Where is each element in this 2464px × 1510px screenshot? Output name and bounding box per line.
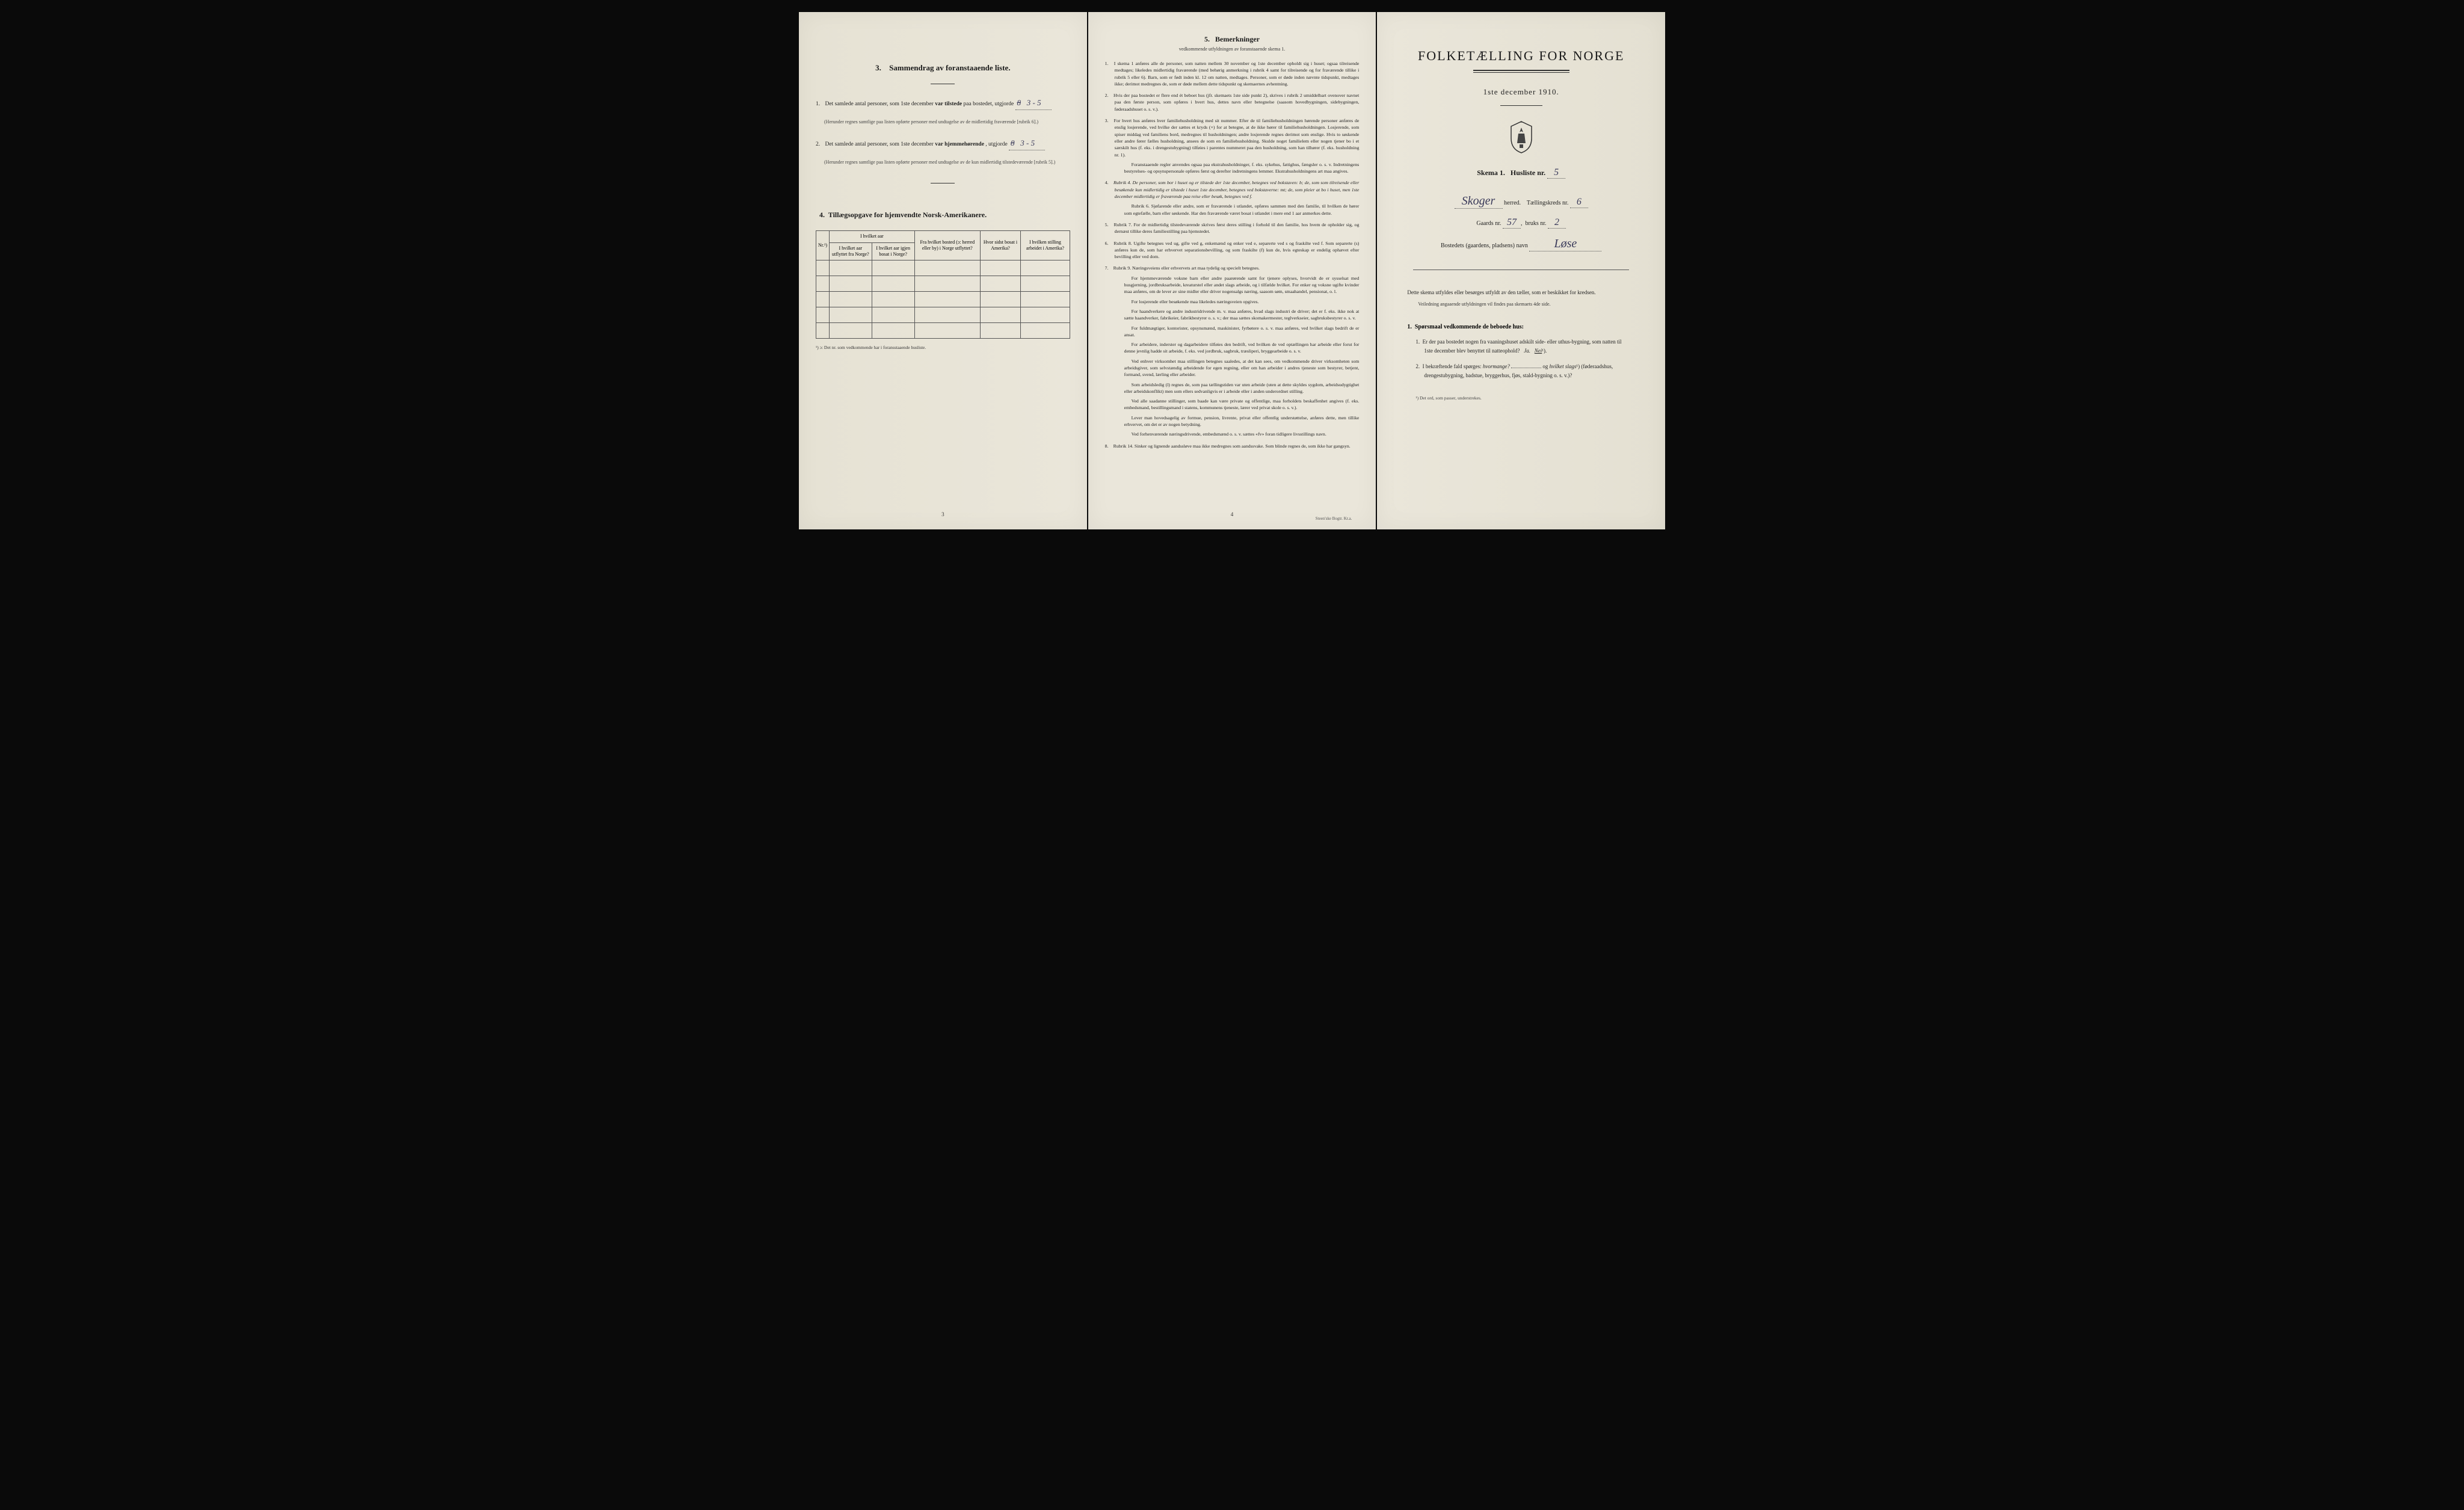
census-title: FOLKETÆLLING FOR NORGE <box>1394 48 1648 64</box>
filler-instruction: Dette skema utfyldes eller besørges utfy… <box>1407 288 1635 297</box>
printer-credit: Steen'ske Bogtr. Kr.a. <box>1316 516 1352 521</box>
col-nr: Nr.¹) <box>816 231 830 260</box>
note-1: (Herunder regnes samtlige paa listen opf… <box>824 119 1070 126</box>
table-row <box>816 260 1070 276</box>
husliste-nr: 5 <box>1547 167 1565 179</box>
herred-row: Skoger herred. Tællingskreds nr. 6 <box>1406 194 1636 209</box>
title-rule <box>1473 70 1569 71</box>
page-4: 5. Bemerkninger vedkommende utfyldningen… <box>1088 12 1376 529</box>
guidance-note: Veiledning angaaende utfyldningen vil fi… <box>1418 301 1635 307</box>
summary-item-1: 1. Det samlede antal personer, som 1ste … <box>816 96 1070 110</box>
table-row <box>816 276 1070 292</box>
section-3-title-text: Sammendrag av foranstaaende liste. <box>889 63 1011 72</box>
answer-nei-selected: Nei <box>1535 348 1542 354</box>
tilstede-value: 8 3 - 5 <box>1015 96 1052 110</box>
col-stilling: I hvilken stilling arbeidet i Amerika? <box>1021 231 1070 260</box>
table-row <box>816 323 1070 339</box>
gaard-row: Gaards nr. 57, bruks nr. 2 <box>1406 217 1636 229</box>
divider <box>1500 105 1542 106</box>
section-4-title: 4. Tillægsopgave for hjemvendte Norsk-Am… <box>816 211 1070 220</box>
table-row <box>816 307 1070 323</box>
herred-value: Skoger <box>1455 194 1503 209</box>
section-3-num: 3. <box>875 63 881 72</box>
col-utflyttet: I hvilket aar utflyttet fra Norge? <box>830 242 872 260</box>
answer-ja: Ja. <box>1524 348 1530 354</box>
remark-7: 7. Rubrik 9. Næringsveiens eller erhverv… <box>1105 265 1360 437</box>
kreds-nr: 6 <box>1570 197 1588 208</box>
note-2: (Herunder regnes samtlige paa listen opf… <box>824 159 1070 166</box>
page-cover: FOLKETÆLLING FOR NORGE 1ste december 191… <box>1377 12 1665 529</box>
bosted-navn: Løse <box>1529 237 1601 251</box>
coat-of-arms-icon <box>1508 120 1535 154</box>
col-group-aar: I hvilket aar <box>830 231 915 242</box>
emigrant-table: Nr.¹) I hvilket aar Fra hvilket bosted (… <box>816 230 1070 339</box>
hjemmehorende-value: 8 3 - 5 <box>1009 137 1045 150</box>
page-number: 4 <box>1231 511 1234 517</box>
remark-4: 4. Rubrik 4. De personer, som bor i huse… <box>1105 179 1360 216</box>
questions-header: 1. Spørsmaal vedkommende de beboede hus: <box>1407 324 1635 330</box>
summary-item-2: 2. Det samlede antal personer, som 1ste … <box>816 137 1070 150</box>
footnote: ¹) Det ord, som passer, understrekes. <box>1415 395 1631 401</box>
question-2: 2. I bekræftende fald spørges: hvormange… <box>1415 362 1631 380</box>
page-3: 3. Sammendrag av foranstaaende liste. 1.… <box>799 12 1087 529</box>
col-bosat: I hvilket aar igjen bosat i Norge? <box>872 242 914 260</box>
emigrant-tbody <box>816 260 1070 339</box>
title-rule-thin <box>1473 72 1569 73</box>
remarks-list: 1. I skema 1 anføres alle de personer, s… <box>1105 60 1360 449</box>
table-row <box>816 292 1070 307</box>
remark-6: 6. Rubrik 8. Ugifte betegnes ved ug, gif… <box>1105 240 1360 260</box>
page-number: 3 <box>941 511 944 517</box>
col-amerika: Hvor sidst bosat i Amerika? <box>980 231 1020 260</box>
remark-8: 8. Rubrik 14. Sinker og lignende aandssl… <box>1105 443 1360 449</box>
skema-line: Skema 1. Husliste nr. 5 <box>1394 167 1648 179</box>
census-date: 1ste december 1910. <box>1394 87 1648 97</box>
document-spread: 3. Sammendrag av foranstaaende liste. 1.… <box>799 12 1665 529</box>
remarks-title: 5. Bemerkninger <box>1105 35 1360 44</box>
remark-5: 5. Rubrik 7. For de midlertidig tilstede… <box>1105 221 1360 235</box>
question-1: 1. Er der paa bostedet nogen fra vaaning… <box>1415 337 1631 355</box>
section-3-title: 3. Sammendrag av foranstaaende liste. <box>816 63 1070 73</box>
col-bosted: Fra hvilket bosted (ɔ: herred eller by) … <box>914 231 980 260</box>
bosted-row: Bostedets (gaardens, pladsens) navn Løse <box>1406 237 1636 251</box>
remarks-subtitle: vedkommende utfyldningen av foranstaaend… <box>1105 46 1360 52</box>
bruks-nr: 2 <box>1548 217 1566 229</box>
remark-3: 3. For hvert hus anføres hver familiehus… <box>1105 117 1360 174</box>
table-footnote: ¹) ɔ: Det nr. som vedkommende har i fora… <box>816 345 1070 350</box>
remark-1: 1. I skema 1 anføres alle de personer, s… <box>1105 60 1360 87</box>
remark-2: 2. Hvis der paa bostedet er flere end ét… <box>1105 92 1360 112</box>
gaards-nr: 57 <box>1503 217 1521 229</box>
